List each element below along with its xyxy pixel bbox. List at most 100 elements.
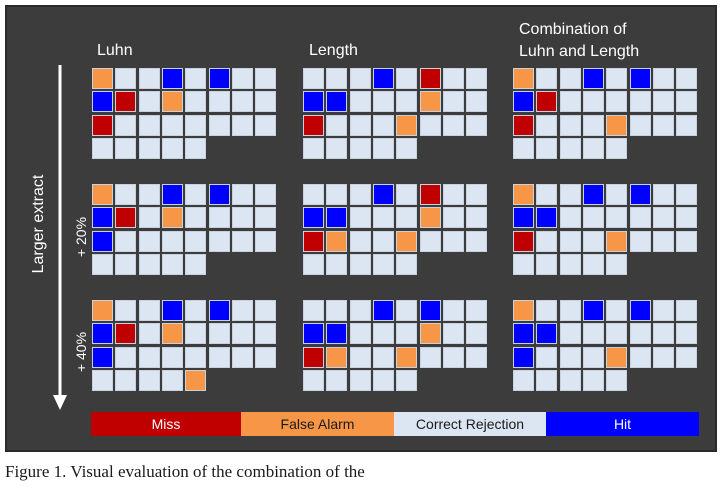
cell-miss (303, 230, 324, 252)
cell-correct-rejection (652, 346, 674, 368)
cell-correct-rejection (138, 68, 160, 89)
cell-correct-rejection (466, 68, 488, 89)
cell-correct-rejection (326, 184, 348, 205)
cell-hit (536, 323, 558, 345)
cell-correct-rejection (513, 369, 534, 391)
cell-correct-rejection (396, 323, 418, 345)
cell-correct-rejection (326, 68, 348, 89)
cell-correct-rejection (442, 68, 464, 89)
cell-miss (115, 91, 137, 113)
cell-correct-rejection (559, 68, 581, 89)
cell-correct-rejection (349, 68, 371, 89)
cell-correct-rejection (372, 114, 394, 136)
legend-miss: Miss (91, 412, 241, 436)
cell-correct-rejection (676, 91, 698, 113)
cell-correct-rejection (208, 207, 230, 229)
cell-false-alarm (606, 114, 628, 136)
cell-correct-rejection (629, 346, 651, 368)
cell-correct-rejection (396, 68, 418, 89)
cell-hit (208, 184, 230, 205)
cell-hit (92, 91, 113, 113)
cell-hit (208, 300, 230, 321)
cell-correct-rejection (326, 253, 348, 275)
cell-correct-rejection (536, 68, 558, 89)
cell-hit (161, 68, 183, 89)
legend-hit: Hit (546, 412, 699, 436)
cell-correct-rejection (185, 230, 207, 252)
cell-correct-rejection (676, 300, 698, 321)
cell-correct-rejection (372, 137, 394, 159)
cell-correct-rejection (582, 91, 604, 113)
cell-correct-rejection (396, 369, 418, 391)
cell-correct-rejection (326, 369, 348, 391)
cell-correct-rejection (138, 91, 160, 113)
cell-correct-rejection (185, 323, 207, 345)
cell-correct-rejection (536, 369, 558, 391)
cell-correct-rejection (559, 137, 581, 159)
cell-correct-rejection (231, 323, 253, 345)
cell-correct-rejection (255, 230, 277, 252)
cell-hit (582, 184, 604, 205)
cell-correct-rejection (652, 207, 674, 229)
cell-correct-rejection (208, 230, 230, 252)
cell-correct-rejection (115, 137, 137, 159)
cell-correct-rejection (559, 253, 581, 275)
cell-false-alarm (161, 91, 183, 113)
cell-hit (582, 300, 604, 321)
cell-correct-rejection (231, 300, 253, 321)
cell-correct-rejection (231, 91, 253, 113)
cell-correct-rejection (349, 114, 371, 136)
cell-correct-rejection (606, 137, 628, 159)
cell-false-alarm (161, 207, 183, 229)
cell-correct-rejection (138, 230, 160, 252)
cell-correct-rejection (115, 346, 137, 368)
cell-correct-rejection (255, 91, 277, 113)
cell-correct-rejection (442, 207, 464, 229)
cell-miss (115, 323, 137, 345)
cell-correct-rejection (185, 346, 207, 368)
cell-correct-rejection (185, 253, 207, 275)
cell-correct-rejection (652, 68, 674, 89)
cell-correct-rejection (466, 346, 488, 368)
cell-correct-rejection (466, 114, 488, 136)
cell-correct-rejection (396, 184, 418, 205)
cell-false-alarm (92, 184, 113, 205)
cell-hit (303, 207, 324, 229)
cell-correct-rejection (349, 253, 371, 275)
cell-correct-rejection (372, 207, 394, 229)
cell-correct-rejection (185, 207, 207, 229)
cell-correct-rejection (676, 68, 698, 89)
cell-correct-rejection (606, 207, 628, 229)
cell-correct-rejection (231, 346, 253, 368)
cell-correct-rejection (582, 369, 604, 391)
cell-correct-rejection (161, 137, 183, 159)
legend-correct-rejection: Correct Rejection (394, 412, 546, 436)
cell-correct-rejection (396, 91, 418, 113)
cell-correct-rejection (536, 137, 558, 159)
cell-correct-rejection (536, 114, 558, 136)
cell-correct-rejection (115, 230, 137, 252)
cell-correct-rejection (582, 323, 604, 345)
cell-miss (513, 230, 534, 252)
cell-correct-rejection (466, 300, 488, 321)
cell-correct-rejection (606, 323, 628, 345)
cell-correct-rejection (582, 230, 604, 252)
cell-correct-rejection (138, 300, 160, 321)
cell-correct-rejection (582, 114, 604, 136)
cell-correct-rejection (349, 230, 371, 252)
cell-correct-rejection (652, 323, 674, 345)
cell-correct-rejection (466, 91, 488, 113)
cell-hit (303, 91, 324, 113)
cell-correct-rejection (138, 369, 160, 391)
cell-correct-rejection (676, 230, 698, 252)
cell-false-alarm (92, 300, 113, 321)
cell-hit (419, 300, 441, 321)
legend-false-alarm: False Alarm (241, 412, 394, 436)
cell-correct-rejection (161, 346, 183, 368)
cell-false-alarm (606, 230, 628, 252)
cell-correct-rejection (115, 253, 137, 275)
cell-correct-rejection (536, 184, 558, 205)
cell-correct-rejection (372, 253, 394, 275)
cell-correct-rejection (115, 184, 137, 205)
cell-correct-rejection (559, 230, 581, 252)
